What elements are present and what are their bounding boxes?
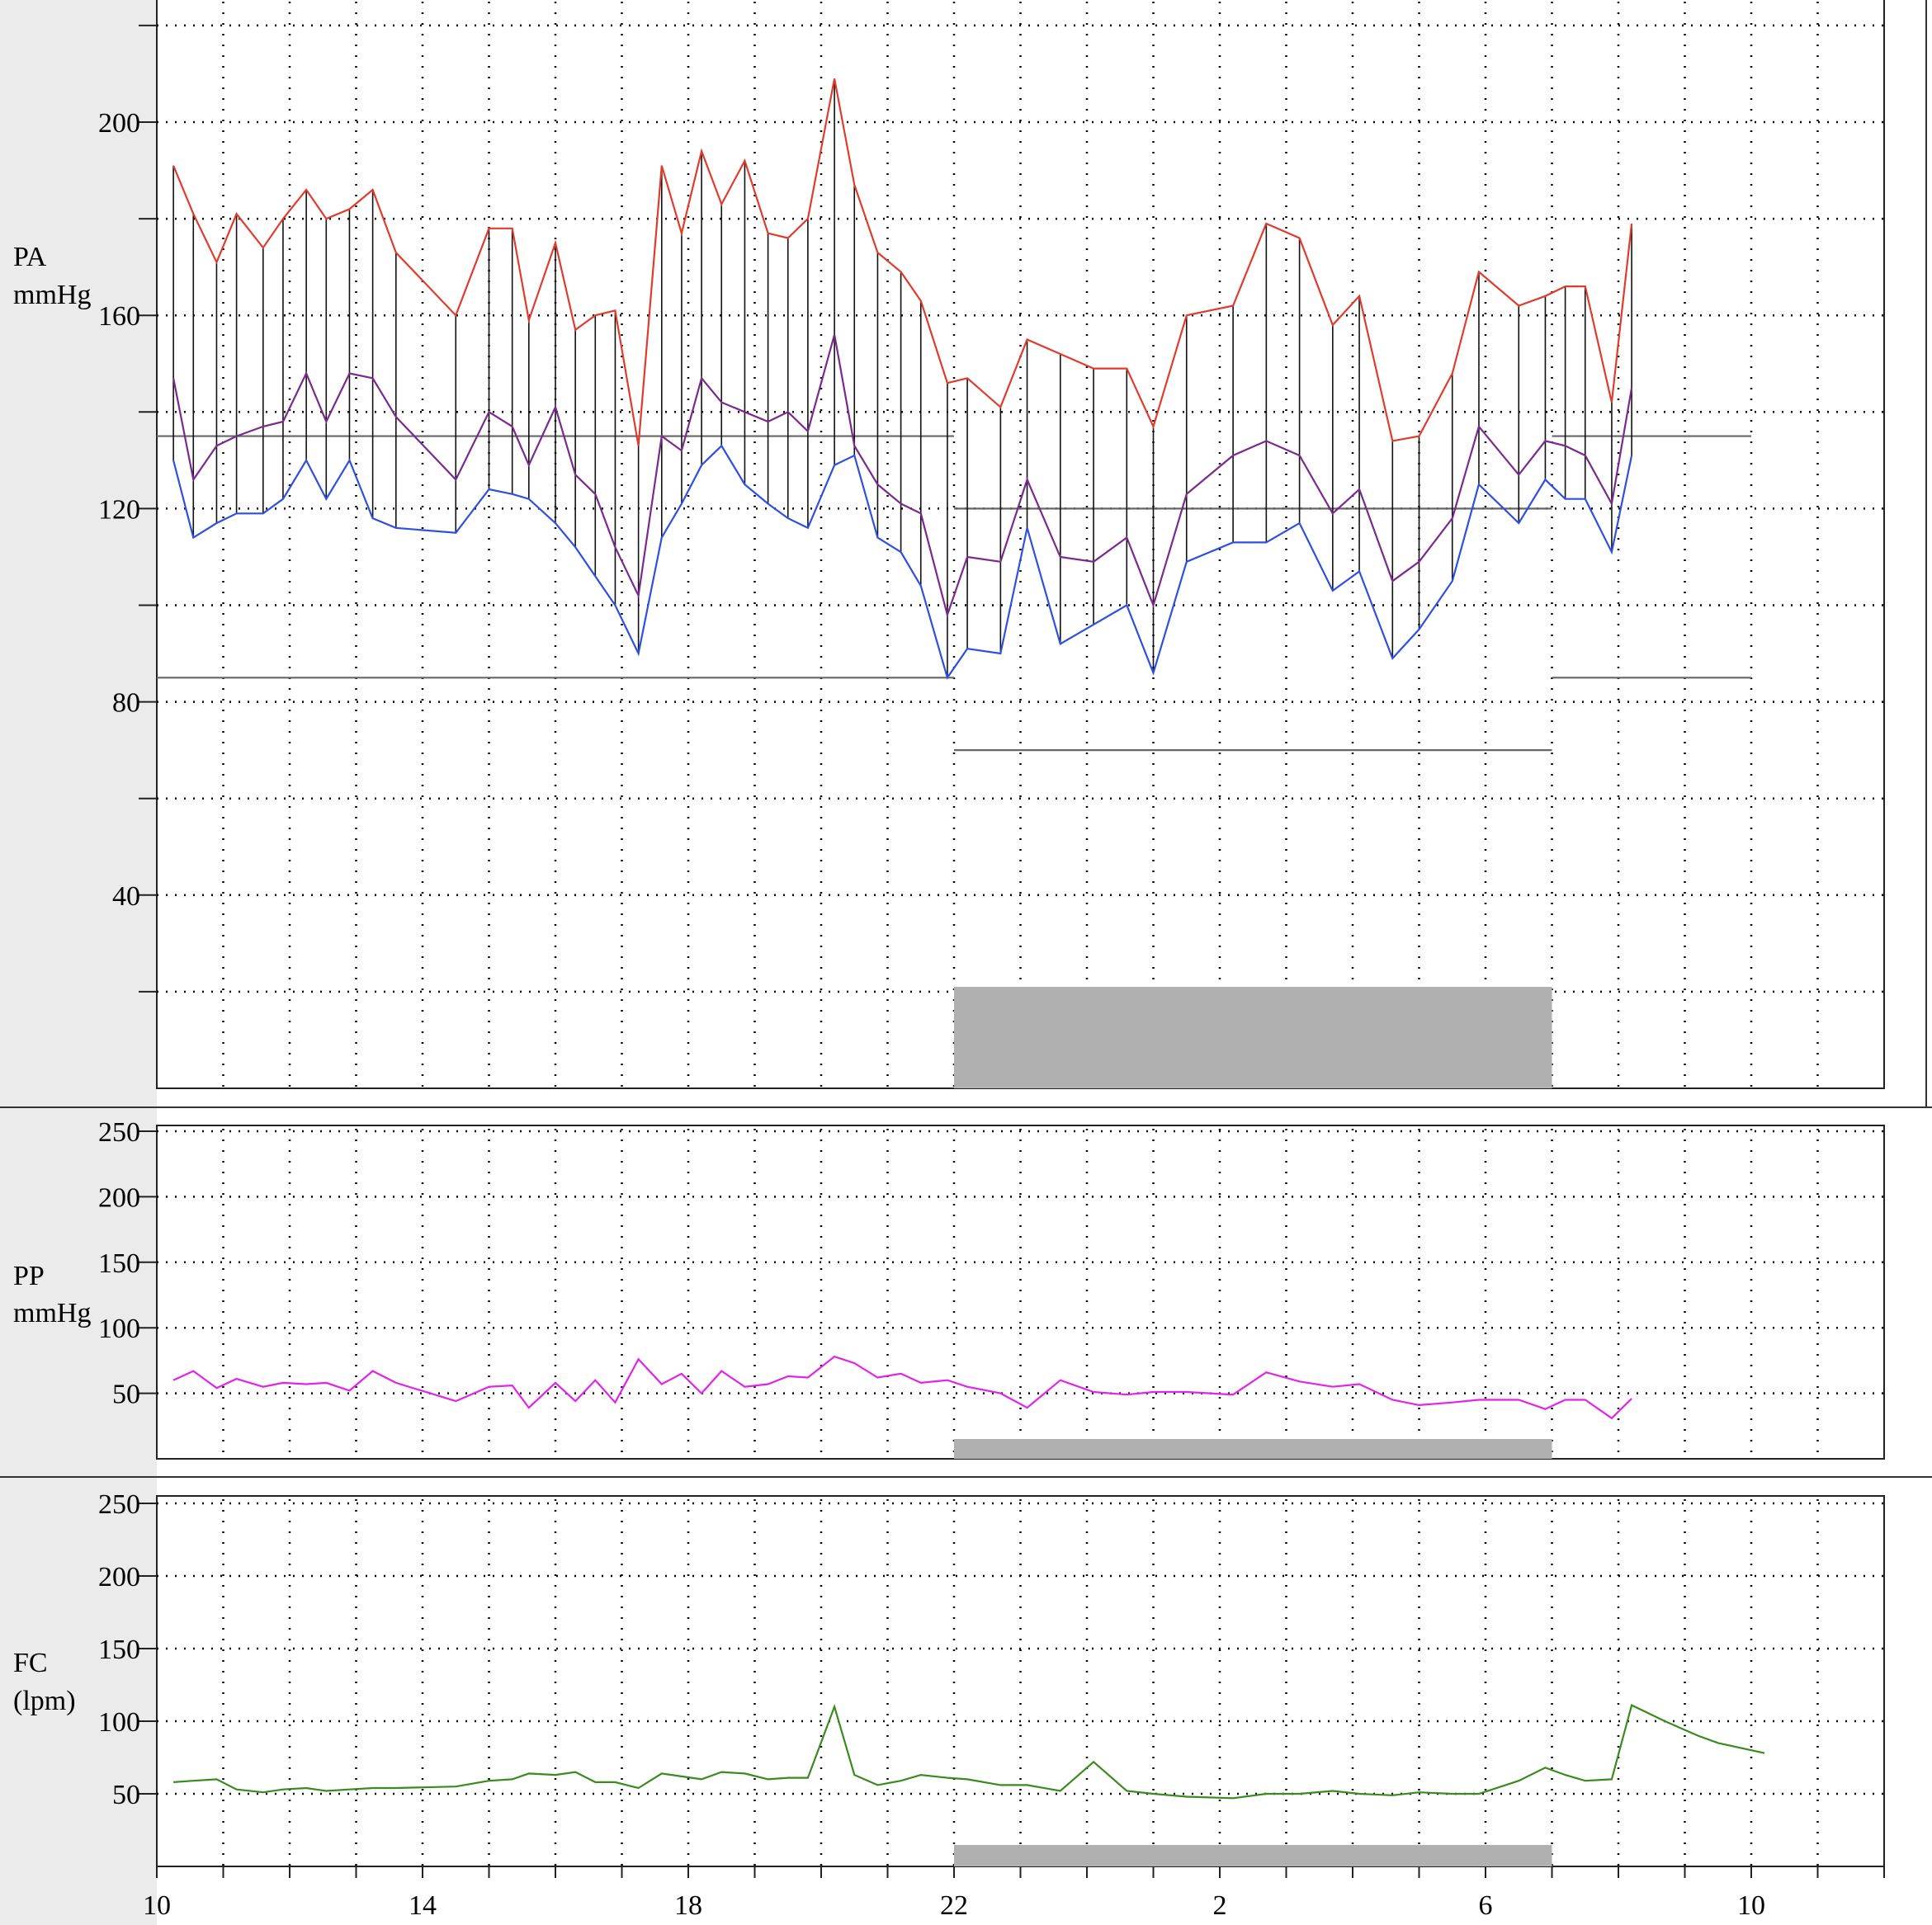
x-tick-label: 10 [1737, 1890, 1765, 1921]
plot-background [157, 0, 1932, 1925]
pp-y-tick-label: 200 [98, 1182, 140, 1213]
pp-y-tick-label: 50 [112, 1380, 140, 1410]
pp-night-bar [954, 1439, 1552, 1459]
pa-y-tick-label: 200 [98, 108, 140, 139]
x-tick-label: 10 [143, 1890, 171, 1921]
fc-y-tick-label: 150 [98, 1635, 140, 1665]
fc-night-bar [954, 1845, 1552, 1866]
x-tick-label: 18 [674, 1890, 702, 1921]
fc-y-tick-label: 200 [98, 1562, 140, 1592]
pa-y-tick-label: 160 [98, 301, 140, 332]
left-margin-background [0, 0, 157, 1925]
pp-label: PP [13, 1261, 45, 1291]
pp-y-tick-label: 100 [98, 1314, 140, 1344]
x-tick-label: 22 [940, 1890, 968, 1921]
x-tick-label: 2 [1213, 1890, 1227, 1921]
pa-panel: 4080120160200240 [98, 0, 1885, 1089]
pa-unit-label: mmHg [13, 280, 91, 310]
fc-label: FC [13, 1648, 48, 1678]
fc-series-fc [173, 1703, 1765, 1800]
x-tick-label: 6 [1479, 1890, 1493, 1921]
x-axis: 10 14 18 22 2 6 10 [143, 1866, 1885, 1921]
pa-y-tick-label: 120 [98, 494, 140, 525]
fc-y-tick-label: 250 [98, 1489, 140, 1520]
pa-y-tick-label: 80 [112, 688, 140, 719]
fc-y-tick-label: 100 [98, 1707, 140, 1738]
fc-unit-label: (lpm) [13, 1686, 76, 1716]
pa-series-diastolic [172, 444, 1633, 680]
pp-unit-label: mmHg [13, 1298, 91, 1328]
pp-y-tick-label: 150 [98, 1248, 140, 1279]
pa-series-systolic [172, 78, 1633, 446]
pa-y-tick-label: 40 [112, 881, 140, 912]
fc-y-tick-label: 50 [112, 1780, 140, 1810]
x-tick-label: 14 [409, 1890, 437, 1921]
pp-series-pp [172, 1355, 1632, 1420]
pa-label: PA [13, 242, 47, 272]
pp-y-tick-label: 250 [98, 1117, 140, 1148]
pa-night-bar [954, 987, 1552, 1088]
pp-panel: 50 100 150 200 250 [98, 1117, 1885, 1460]
pa-series-mean [172, 334, 1633, 618]
